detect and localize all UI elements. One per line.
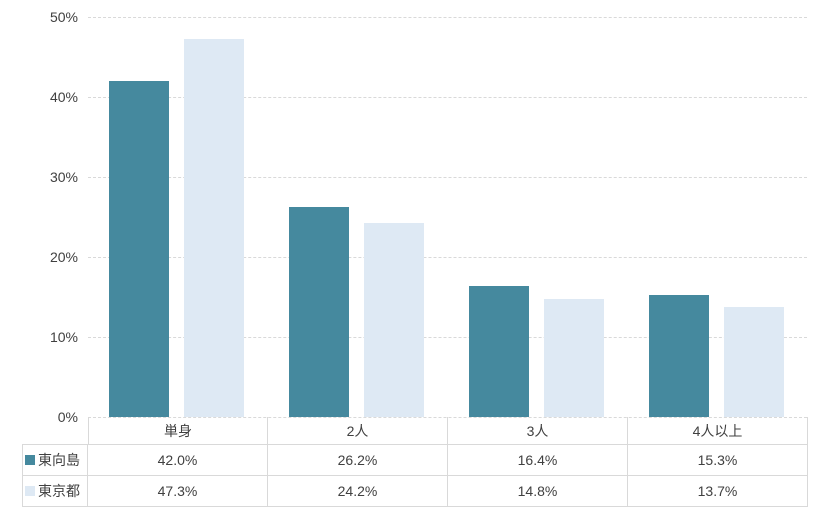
gridline: [88, 177, 807, 178]
legend-swatch: [25, 486, 35, 496]
y-axis-tick-label: 0%: [57, 409, 78, 425]
table-value-cell: 14.8%: [448, 476, 628, 507]
y-axis-tick-label: 20%: [49, 249, 78, 265]
y-axis-tick-label: 10%: [49, 329, 78, 345]
y-axis-tick-label: 50%: [49, 9, 78, 25]
legend-label: 東京都: [38, 483, 80, 499]
gridline: [88, 337, 807, 338]
gridline: [88, 97, 807, 98]
plot-area: [88, 17, 807, 418]
table-header-cell: 4人以上: [628, 417, 808, 445]
table-value-cell: 16.4%: [448, 445, 628, 476]
y-axis: 0% 10% 20% 30% 40% 50%: [0, 9, 78, 425]
table-header-cell: 2人: [268, 417, 448, 445]
y-axis-tick-label: 30%: [49, 169, 78, 185]
table-value-cell: 15.3%: [628, 445, 808, 476]
table-corner-cell: [22, 417, 88, 445]
bar: [289, 207, 349, 417]
legend-swatch: [25, 455, 35, 465]
data-table: 単身 2人 3人 4人以上東向島 42.0% 26.2% 16.4% 15.3% 東京都 47.3…: [22, 417, 808, 507]
y-axis-tick-label: 40%: [49, 89, 78, 105]
bar: [469, 285, 529, 417]
table-header-cell: 3人: [448, 417, 628, 445]
bar: [109, 81, 169, 417]
legend-label: 東向島: [38, 452, 80, 468]
gridline: [88, 17, 807, 18]
table-value-cell: 47.3%: [88, 476, 268, 507]
bar: [184, 38, 244, 417]
bar: [649, 294, 709, 417]
table-header-cell: 単身: [88, 417, 268, 445]
bar: [724, 307, 784, 417]
gridline: [88, 257, 807, 258]
legend-cell: 東京都: [22, 476, 88, 507]
table-value-cell: 42.0%: [88, 445, 268, 476]
legend-cell: 東向島: [22, 445, 88, 476]
table-value-cell: 13.7%: [628, 476, 808, 507]
bar: [364, 223, 424, 417]
table-value-cell: 26.2%: [268, 445, 448, 476]
table-value-cell: 24.2%: [268, 476, 448, 507]
bar: [544, 298, 604, 417]
